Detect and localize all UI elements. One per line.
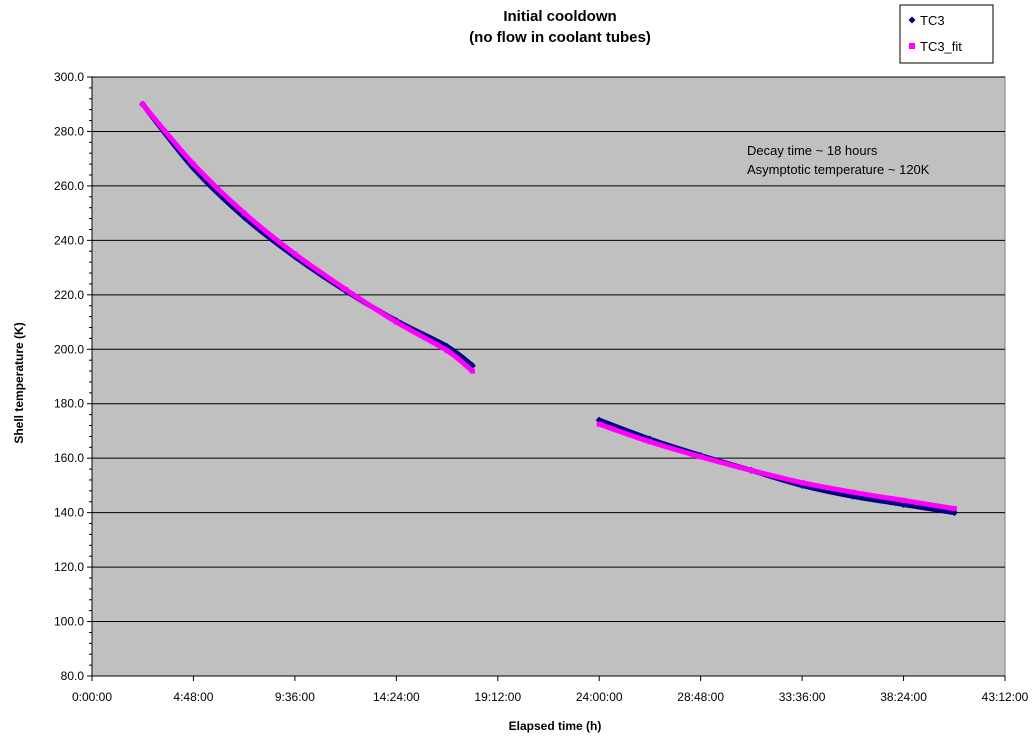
x-tick-label: 19:12:00 [474, 690, 521, 704]
y-tick-label: 240.0 [54, 233, 84, 247]
x-tick-label: 43:12:00 [982, 690, 1029, 704]
data-point [698, 454, 704, 460]
legend: TC3 TC3_fit [899, 4, 994, 64]
data-point [444, 348, 450, 354]
x-tick-label: 9:36:00 [275, 690, 315, 704]
data-point [469, 368, 475, 374]
y-tick-label: 120.0 [54, 560, 84, 574]
annotation-decay-time: Decay time ~ 18 hours [747, 143, 878, 158]
chart-subtitle: (no flow in coolant tubes) [469, 29, 651, 46]
y-tick-label: 180.0 [54, 397, 84, 411]
x-tick-label: 0:00:00 [72, 690, 112, 704]
y-tick-label: 140.0 [54, 506, 84, 520]
data-point [799, 480, 805, 486]
y-tick-label: 300.0 [54, 70, 84, 84]
y-tick-label: 260.0 [54, 179, 84, 193]
data-point [901, 497, 907, 503]
y-tick-label: 160.0 [54, 451, 84, 465]
legend-label: TC3_fit [920, 39, 962, 54]
data-point [393, 319, 399, 325]
series-line-segment [596, 421, 957, 512]
y-axis-title: Shell temperature (K) [12, 322, 26, 443]
y-tick-label: 80.0 [61, 669, 85, 683]
chart-title: Initial cooldown [503, 8, 616, 25]
y-tick-label: 220.0 [54, 288, 84, 302]
plot-area [91, 76, 1006, 677]
legend-marker [909, 43, 915, 49]
y-tick-label: 200.0 [54, 342, 84, 356]
x-tick-label: 28:48:00 [677, 690, 724, 704]
legend-box [899, 4, 994, 64]
data-point [647, 439, 653, 445]
series-layer [139, 100, 958, 517]
gridlines [92, 76, 1005, 623]
data-point [292, 251, 298, 257]
x-tick-label: 33:36:00 [779, 690, 826, 704]
data-point [748, 467, 754, 473]
legend-marker [908, 16, 916, 24]
data-point [241, 210, 247, 216]
x-axis-title: Elapsed time (h) [509, 719, 602, 733]
data-point [140, 101, 146, 107]
data-point [951, 506, 957, 512]
x-axis-ticks: 0:00:00 4:48:00 9:36:00 14:24:00 19:12:00 24:… [72, 676, 1029, 704]
x-tick-label: 24:00:00 [576, 690, 623, 704]
data-point [190, 161, 196, 167]
legend-label: TC3 [920, 13, 945, 28]
data-point [850, 489, 856, 495]
y-axis-ticks: 80.0 100.0 120.0 140.0 160.0 180.0 200.0 220.0 2… [54, 70, 92, 683]
axes [91, 77, 1005, 677]
data-point [596, 421, 602, 427]
y-tick-label: 100.0 [54, 615, 84, 629]
annotation-asymptotic-temperature: Asymptotic temperature ~ 120K [747, 162, 930, 177]
x-tick-label: 4:48:00 [173, 690, 213, 704]
x-tick-label: 38:24:00 [880, 690, 927, 704]
data-point [343, 286, 349, 292]
series-tc3-fit [140, 101, 957, 512]
x-tick-label: 14:24:00 [373, 690, 420, 704]
y-tick-label: 280.0 [54, 124, 84, 138]
